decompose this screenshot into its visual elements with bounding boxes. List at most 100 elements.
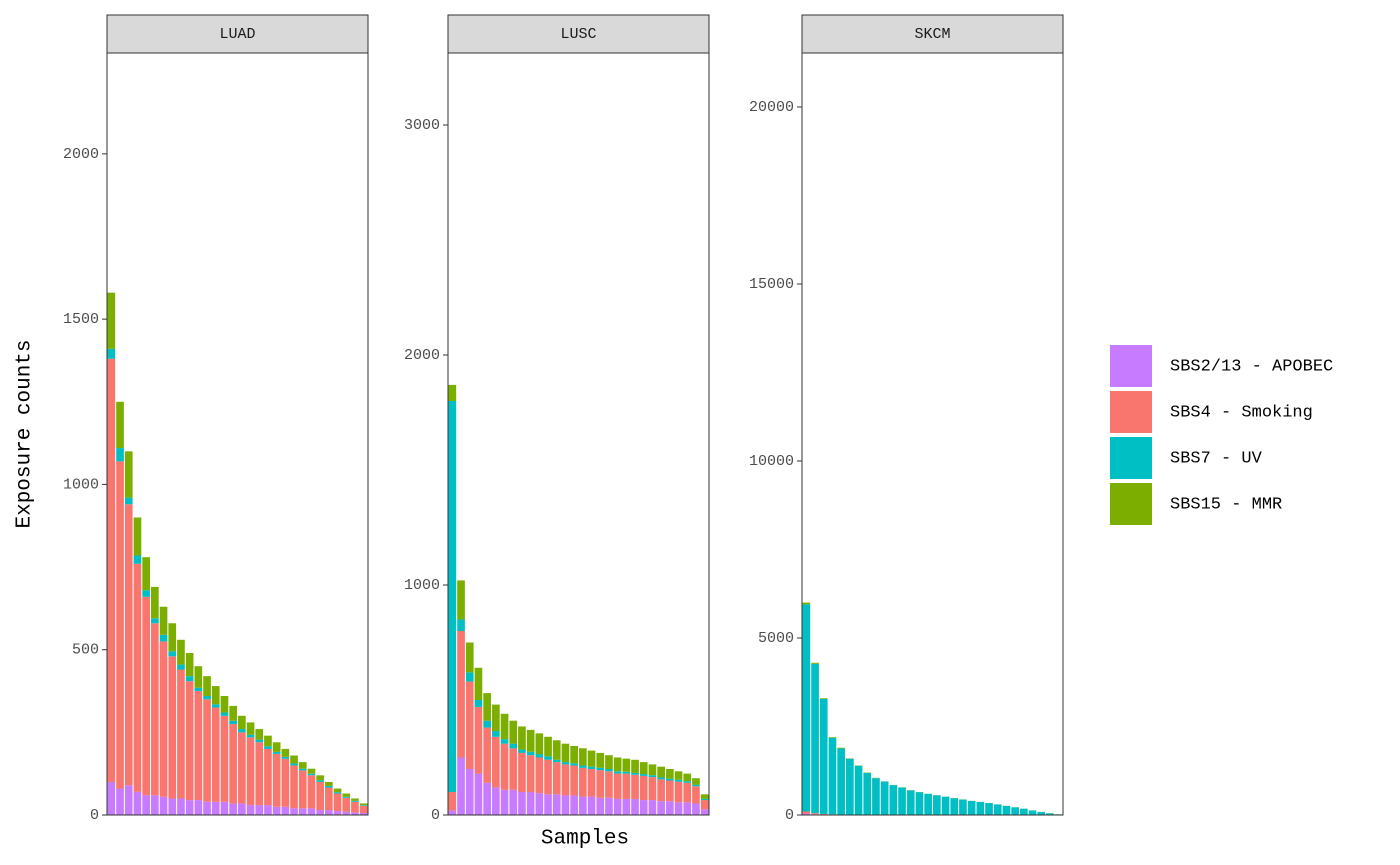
bar-segment [552,740,561,760]
bar-segment [116,448,124,462]
bar-segment [1011,807,1019,815]
bar-segment [846,758,854,815]
bar-segment [168,656,177,799]
legend-key [1110,345,1152,387]
bar-segment [1037,811,1046,815]
bar-segment [290,755,298,764]
bar-segment [492,736,500,788]
bar-segment [316,780,324,782]
bar-segment [194,800,203,815]
bar-segment [272,806,281,815]
bar-segment [116,461,124,789]
bar-segment [159,796,168,815]
bar-segment [474,773,483,815]
bar-segment [802,602,811,605]
bar-segment [272,742,281,752]
bar-segment [159,606,168,635]
bar-segment [290,808,298,815]
bar-segment [1020,808,1028,815]
bar-segment [229,803,237,815]
bar-segment [342,811,351,815]
bar-segment [613,798,622,815]
bar-segment [351,800,359,802]
bar-segment [168,798,177,815]
bar-segment [674,781,683,803]
bar-segment [124,504,133,786]
bar-segment [220,801,229,815]
bar-segment [683,782,692,803]
bar-segment [837,748,845,815]
bar-segment [142,795,150,815]
bar-segment [950,798,959,815]
bar-segment [648,800,657,815]
bar-segment [657,777,665,780]
bar-segment [229,705,237,721]
y-tick-label: 0 [785,807,794,824]
bar-segment [281,806,290,815]
bar-segment [474,706,483,774]
bar-segment [631,772,639,775]
bar-segment [246,805,255,815]
bar-segment [351,812,359,815]
bar-segment [298,808,307,815]
bar-segment [333,811,342,815]
bar-segment [107,358,116,782]
bar-segment [483,727,491,783]
bar-segment [683,781,692,783]
bar-segment [692,784,700,787]
bar-segment [325,810,333,815]
bar-segment [526,755,535,792]
bar-segment [448,810,457,815]
bar-segment [203,699,211,802]
bar-segment [465,681,474,769]
bar-segment [854,765,863,815]
bar-segment [203,695,211,700]
bar-segment [666,780,674,802]
y-axis-title: Exposure counts [14,339,37,528]
bar-segment [351,798,359,801]
bar-segment [639,774,648,776]
bar-segment [570,795,578,815]
bar-segment [613,757,622,772]
bar-segment [185,681,194,801]
bar-segment [941,796,950,815]
panel-border [801,52,1064,816]
bar-segment [561,795,570,815]
bar-segment [579,748,587,766]
bar-segment [151,586,159,619]
bar-segment [880,781,889,815]
bar-segment [255,742,264,806]
bar-segment [185,800,194,815]
bar-segment [596,797,605,815]
bar-segment [238,732,246,804]
bar-segment [700,809,709,815]
bar-segment [448,400,457,792]
bar-segment [959,799,967,815]
strip [447,14,710,54]
bar-segment [631,798,639,815]
bar-segment [666,778,674,781]
bar-segment [316,775,324,781]
bar-segment [185,676,194,682]
bar-segment [133,517,142,556]
x-axis-title: Samples [541,828,629,851]
bar-segment [474,667,483,700]
bar-segment [526,751,535,756]
bar-segment [333,788,342,793]
bar-segment [448,384,457,401]
bar-segment [492,787,500,815]
bar-segment [811,813,819,815]
bar-segment [474,699,483,707]
bar-segment [544,794,552,815]
bar-segment [648,775,657,778]
bar-segment [570,763,578,766]
bar-segment [639,762,648,775]
bar-segment [307,808,316,815]
bar-segment [1046,813,1054,815]
y-tick-label: 500 [72,642,99,659]
bar-segment [255,729,264,740]
bar-segment [359,803,368,806]
legend-label: SBS4 - Smoking [1170,403,1313,422]
bar-segment [657,779,665,802]
